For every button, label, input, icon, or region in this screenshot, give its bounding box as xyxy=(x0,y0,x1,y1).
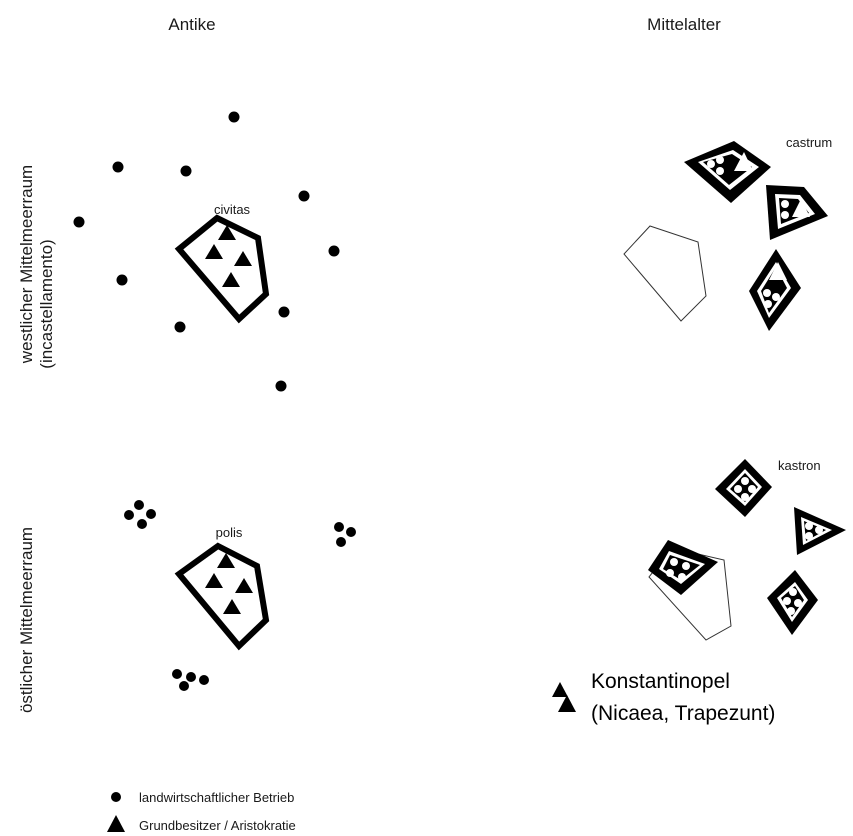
farm-dot xyxy=(716,156,724,164)
header-mittelalter: Mittelalter xyxy=(647,15,721,34)
farm-dot xyxy=(112,161,124,173)
farm-dot xyxy=(334,522,344,532)
kastron-core xyxy=(781,586,804,617)
farm-dot xyxy=(346,527,356,537)
castrum-settlement-3 xyxy=(749,249,801,331)
farm-dot xyxy=(815,526,823,534)
landowner-triangle xyxy=(222,272,240,287)
kastron-settlement-2 xyxy=(794,507,846,555)
header-antike: Antike xyxy=(168,15,215,34)
row-label-east: östlicher Mittelmeerraum xyxy=(17,527,36,713)
farm-dot xyxy=(716,167,724,175)
legend: landwirtschaftlicher Betrieb Grundbesitz… xyxy=(107,790,296,833)
east-antike-farm-cluster-3 xyxy=(172,669,209,691)
kastron-core xyxy=(730,473,758,502)
farm-dot xyxy=(179,681,189,691)
landowner-triangle xyxy=(205,244,223,259)
farm-dot xyxy=(124,510,134,520)
farm-dot xyxy=(275,380,287,392)
castrum-settlement-2 xyxy=(766,185,828,240)
east-antike-farm-cluster-1 xyxy=(124,500,156,529)
farm-dot xyxy=(278,306,290,318)
legend-landowner-label: Grundbesitzer / Aristokratie xyxy=(139,818,296,833)
farm-dot xyxy=(666,569,674,577)
farm-dot xyxy=(748,485,756,493)
farm-dot xyxy=(328,245,340,257)
kastron-label: kastron xyxy=(778,458,821,473)
castrum-label: castrum xyxy=(786,135,832,150)
farm-dot xyxy=(174,321,186,333)
farm-dot xyxy=(787,607,795,615)
farm-legend-icon xyxy=(111,792,121,802)
farm-dot xyxy=(116,274,128,286)
farm-dot xyxy=(134,500,144,510)
kastron-settlement-1 xyxy=(715,459,772,517)
kastron-settlement-3 xyxy=(648,540,718,595)
farm-dot xyxy=(741,493,749,501)
farm-dot xyxy=(670,558,678,566)
farm-dot xyxy=(764,300,772,308)
landowner-triangle xyxy=(205,573,223,588)
legend-farm-label: landwirtschaftlicher Betrieb xyxy=(139,790,294,805)
west-antike-scattered-farms xyxy=(73,111,340,392)
konstantinopel-label: Konstantinopel xyxy=(591,670,730,693)
farm-dot xyxy=(734,485,742,493)
civitas-label: civitas xyxy=(214,202,251,217)
landowner-triangle xyxy=(218,225,236,240)
landowner-triangle xyxy=(792,199,810,217)
row-label-west-line1: westlicher Mittelmeerraum xyxy=(17,165,36,364)
polis-wall xyxy=(174,542,270,651)
landowner-triangle xyxy=(769,262,787,280)
farm-dot xyxy=(789,588,797,596)
landowner-triangle xyxy=(217,553,235,568)
farm-dot xyxy=(199,675,209,685)
farm-dot xyxy=(682,562,690,570)
farm-dot xyxy=(781,200,789,208)
abandoned-city-outline xyxy=(623,225,707,322)
farm-dot xyxy=(678,573,686,581)
farm-dot xyxy=(783,597,791,605)
landowner-triangle xyxy=(734,152,753,171)
farm-dot xyxy=(763,289,771,297)
farm-dot xyxy=(772,293,780,301)
farm-dot xyxy=(805,522,813,530)
farm-dot xyxy=(137,519,147,529)
farm-dot xyxy=(794,599,802,607)
farm-dot xyxy=(298,190,310,202)
civitas-wall xyxy=(174,214,270,324)
polis-label: polis xyxy=(216,525,243,540)
konstantinopel-icon xyxy=(552,682,576,712)
row-label-west-line2: (incastellamento) xyxy=(37,239,56,368)
farm-dot xyxy=(336,537,346,547)
landowner-triangle xyxy=(235,578,253,593)
farm-dot xyxy=(146,509,156,519)
konstantinopel-sublabel: (Nicaea, Trapezunt) xyxy=(591,702,775,725)
kastron-settlement-4 xyxy=(767,570,818,635)
farm-dot xyxy=(707,160,715,168)
farm-dot xyxy=(228,111,240,123)
farm-dot xyxy=(781,211,789,219)
farm-dot xyxy=(73,216,85,228)
farm-dot xyxy=(741,477,749,485)
farm-dot xyxy=(186,672,196,682)
civitas-city xyxy=(174,214,270,324)
landowner-legend-icon xyxy=(107,815,125,832)
farm-dot xyxy=(805,532,813,540)
castrum-settlement-1 xyxy=(684,141,771,203)
landowner-triangle xyxy=(234,251,252,266)
farm-dot xyxy=(180,165,192,177)
east-antike-farm-cluster-2 xyxy=(334,522,356,547)
farm-dot xyxy=(172,669,182,679)
polis-city xyxy=(174,542,270,651)
landowner-triangle xyxy=(223,599,241,614)
